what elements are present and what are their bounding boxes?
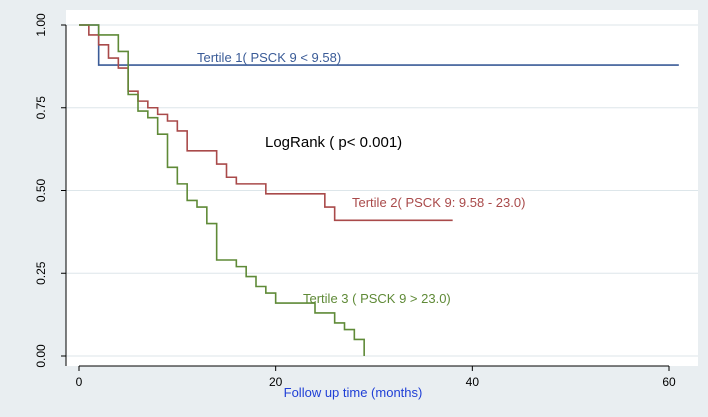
x-tick-label-3: 60 bbox=[662, 375, 676, 389]
series-label-tertile-1: Tertile 1( PSCK 9 < 9.58) bbox=[197, 50, 341, 65]
axes: 0.00 0.25 0.50 0.75 1.00 0 20 40 60 bbox=[34, 13, 676, 389]
x-axis-label: Follow up time (months) bbox=[284, 385, 423, 400]
plot-area bbox=[66, 10, 698, 366]
y-tick-label-2: 0.50 bbox=[34, 178, 48, 202]
x-tick-label-2: 40 bbox=[466, 375, 480, 389]
grid-lines bbox=[66, 24, 698, 357]
logrank-annotation: LogRank ( p< 0.001) bbox=[265, 134, 402, 151]
x-tick-label-0: 0 bbox=[76, 375, 83, 389]
y-tick-label-4: 1.00 bbox=[34, 13, 48, 37]
series-line-tertile-2 bbox=[79, 24, 453, 222]
y-tick-label-1: 0.25 bbox=[34, 261, 48, 285]
x-tick-label-1: 20 bbox=[269, 375, 283, 389]
series-line-tertile-3 bbox=[79, 24, 365, 356]
series-label-tertile-2: Tertile 2( PSCK 9: 9.58 - 23.0) bbox=[352, 195, 525, 210]
series-label-tertile-3: Tertile 3 ( PSCK 9 > 23.0) bbox=[303, 291, 451, 306]
y-tick-label-0: 0.00 bbox=[34, 344, 48, 368]
series-labels: Tertile 1( PSCK 9 < 9.58) Tertile 2( PSC… bbox=[197, 50, 525, 306]
series-layer bbox=[79, 24, 679, 356]
y-tick-label-3: 0.75 bbox=[34, 96, 48, 120]
